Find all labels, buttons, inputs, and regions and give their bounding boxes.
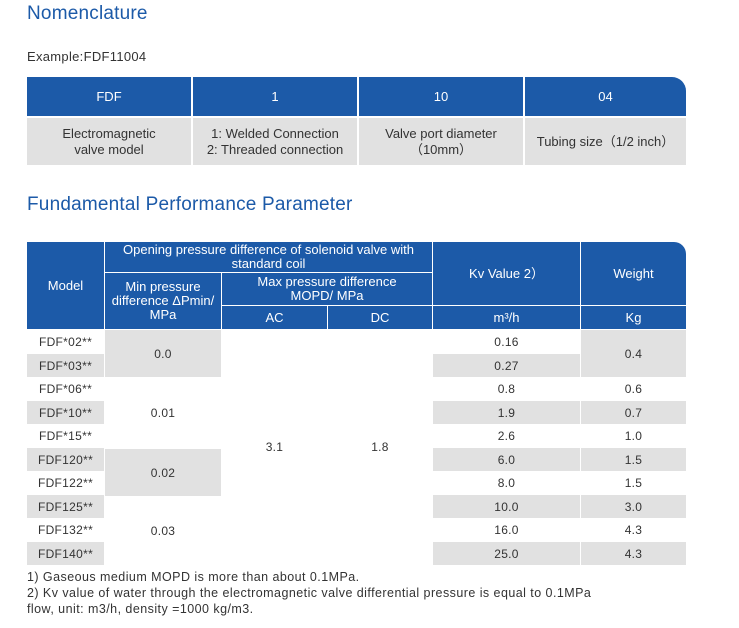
min-pressure-cell: 0.02 bbox=[105, 449, 221, 496]
kv-value-cell: 0.16 bbox=[433, 330, 580, 353]
footnote-3: flow, unit: m3/h, density =1000 kg/m3. bbox=[27, 602, 254, 616]
description-line: 1: Welded Connection bbox=[211, 125, 339, 141]
kv-value-cell: 2.6 bbox=[433, 424, 580, 447]
weight-cell: 0.4 bbox=[581, 330, 686, 377]
weight-cell: 1.0 bbox=[581, 424, 686, 447]
nomenclature-description-cell: Tubing size（1/2 inch） bbox=[525, 118, 686, 165]
performance-heading: Fundamental Performance Parameter bbox=[27, 194, 353, 215]
min-pressure-cell: 0.0 bbox=[105, 330, 221, 377]
header-model: Model bbox=[27, 242, 104, 329]
weight-cell: 1.5 bbox=[581, 448, 686, 471]
kv-value-cell: 16.0 bbox=[433, 518, 580, 541]
column-divider bbox=[191, 77, 193, 165]
header-min-pressure: Min pressure difference ΔPmin/ MPa bbox=[105, 273, 221, 329]
kv-value-cell: 10.0 bbox=[433, 495, 580, 518]
description-line: 2: Threaded connection bbox=[206, 141, 344, 157]
nomenclature-description-cell: 1: Welded Connection 2: Threaded connect… bbox=[193, 118, 357, 165]
kv-value-cell: 8.0 bbox=[433, 471, 580, 494]
min-pressure-cell: 0.01 bbox=[105, 378, 221, 448]
description-line: Electromagnetic bbox=[62, 125, 156, 141]
description-line: （10mm） bbox=[409, 141, 473, 157]
model-cell: FDF*06** bbox=[27, 377, 104, 400]
header-dc: DC bbox=[328, 306, 432, 329]
header-opening-pressure: Opening pressure difference of solenoid … bbox=[105, 242, 432, 272]
column-divider bbox=[357, 77, 359, 165]
header-max-pressure: Max pressure difference MOPD/ MPa bbox=[222, 273, 432, 305]
nomenclature-table: FDF 1 10 04 Electromagnetic valve model … bbox=[27, 77, 686, 165]
kv-value-cell: 6.0 bbox=[433, 448, 580, 471]
header-weight-unit: Kg bbox=[581, 306, 686, 329]
kv-value-cell: 25.0 bbox=[433, 542, 580, 565]
min-pressure-cell: 0.03 bbox=[105, 497, 221, 564]
footnote-1: 1) Gaseous medium MOPD is more than abou… bbox=[27, 570, 360, 584]
weight-cell: 4.3 bbox=[581, 542, 686, 565]
model-cell: FDF122** bbox=[27, 471, 104, 494]
nomenclature-header-cell: FDF bbox=[96, 89, 122, 104]
model-cell: FDF132** bbox=[27, 518, 104, 541]
description-line: valve model bbox=[74, 141, 144, 157]
model-cell: FDF*02** bbox=[27, 330, 104, 353]
header-kv-unit: m³/h bbox=[433, 306, 580, 329]
nomenclature-header-cell: 04 bbox=[598, 89, 613, 104]
header-ac: AC bbox=[222, 306, 327, 329]
example-code: Example:FDF11004 bbox=[27, 49, 147, 64]
nomenclature-header-row: FDF 1 10 04 bbox=[27, 77, 686, 116]
description-line: Valve port diameter bbox=[385, 125, 497, 141]
nomenclature-header-cell: 10 bbox=[433, 89, 449, 104]
weight-cell: 1.5 bbox=[581, 471, 686, 494]
kv-value-cell: 0.27 bbox=[433, 354, 580, 377]
nomenclature-description-row: Electromagnetic valve model 1: Welded Co… bbox=[27, 118, 686, 165]
kv-value-cell: 0.8 bbox=[433, 377, 580, 400]
weight-cell: 4.3 bbox=[581, 518, 686, 541]
dc-value-cell: 1.8 bbox=[328, 330, 432, 564]
footnote-2: 2) Kv value of water through the electro… bbox=[27, 586, 592, 600]
model-cell: FDF*10** bbox=[27, 401, 104, 424]
weight-cell: 0.6 bbox=[581, 377, 686, 400]
weight-cell: 3.0 bbox=[581, 495, 686, 518]
nomenclature-header-cell: 1 bbox=[271, 89, 279, 104]
header-kv: Kv Value 2） bbox=[433, 242, 580, 305]
weight-cell: 0.7 bbox=[581, 401, 686, 424]
model-cell: FDF120** bbox=[27, 448, 104, 471]
column-divider bbox=[523, 77, 525, 165]
performance-table: Model Opening pressure difference of sol… bbox=[27, 242, 686, 565]
nomenclature-heading: Nomenclature bbox=[27, 3, 148, 24]
header-weight: Weight bbox=[581, 242, 686, 305]
model-cell: FDF125** bbox=[27, 495, 104, 518]
model-cell: FDF140** bbox=[27, 542, 104, 565]
footnotes: 1) Gaseous medium MOPD is more than abou… bbox=[27, 569, 687, 617]
description-line: Tubing size（1/2 inch） bbox=[536, 133, 675, 149]
ac-value-cell: 3.1 bbox=[222, 330, 327, 564]
nomenclature-description-cell: Valve port diameter （10mm） bbox=[359, 118, 523, 165]
model-cell: FDF*15** bbox=[27, 424, 104, 447]
kv-value-cell: 1.9 bbox=[433, 401, 580, 424]
nomenclature-description-cell: Electromagnetic valve model bbox=[27, 118, 191, 165]
model-cell: FDF*03** bbox=[27, 354, 104, 377]
